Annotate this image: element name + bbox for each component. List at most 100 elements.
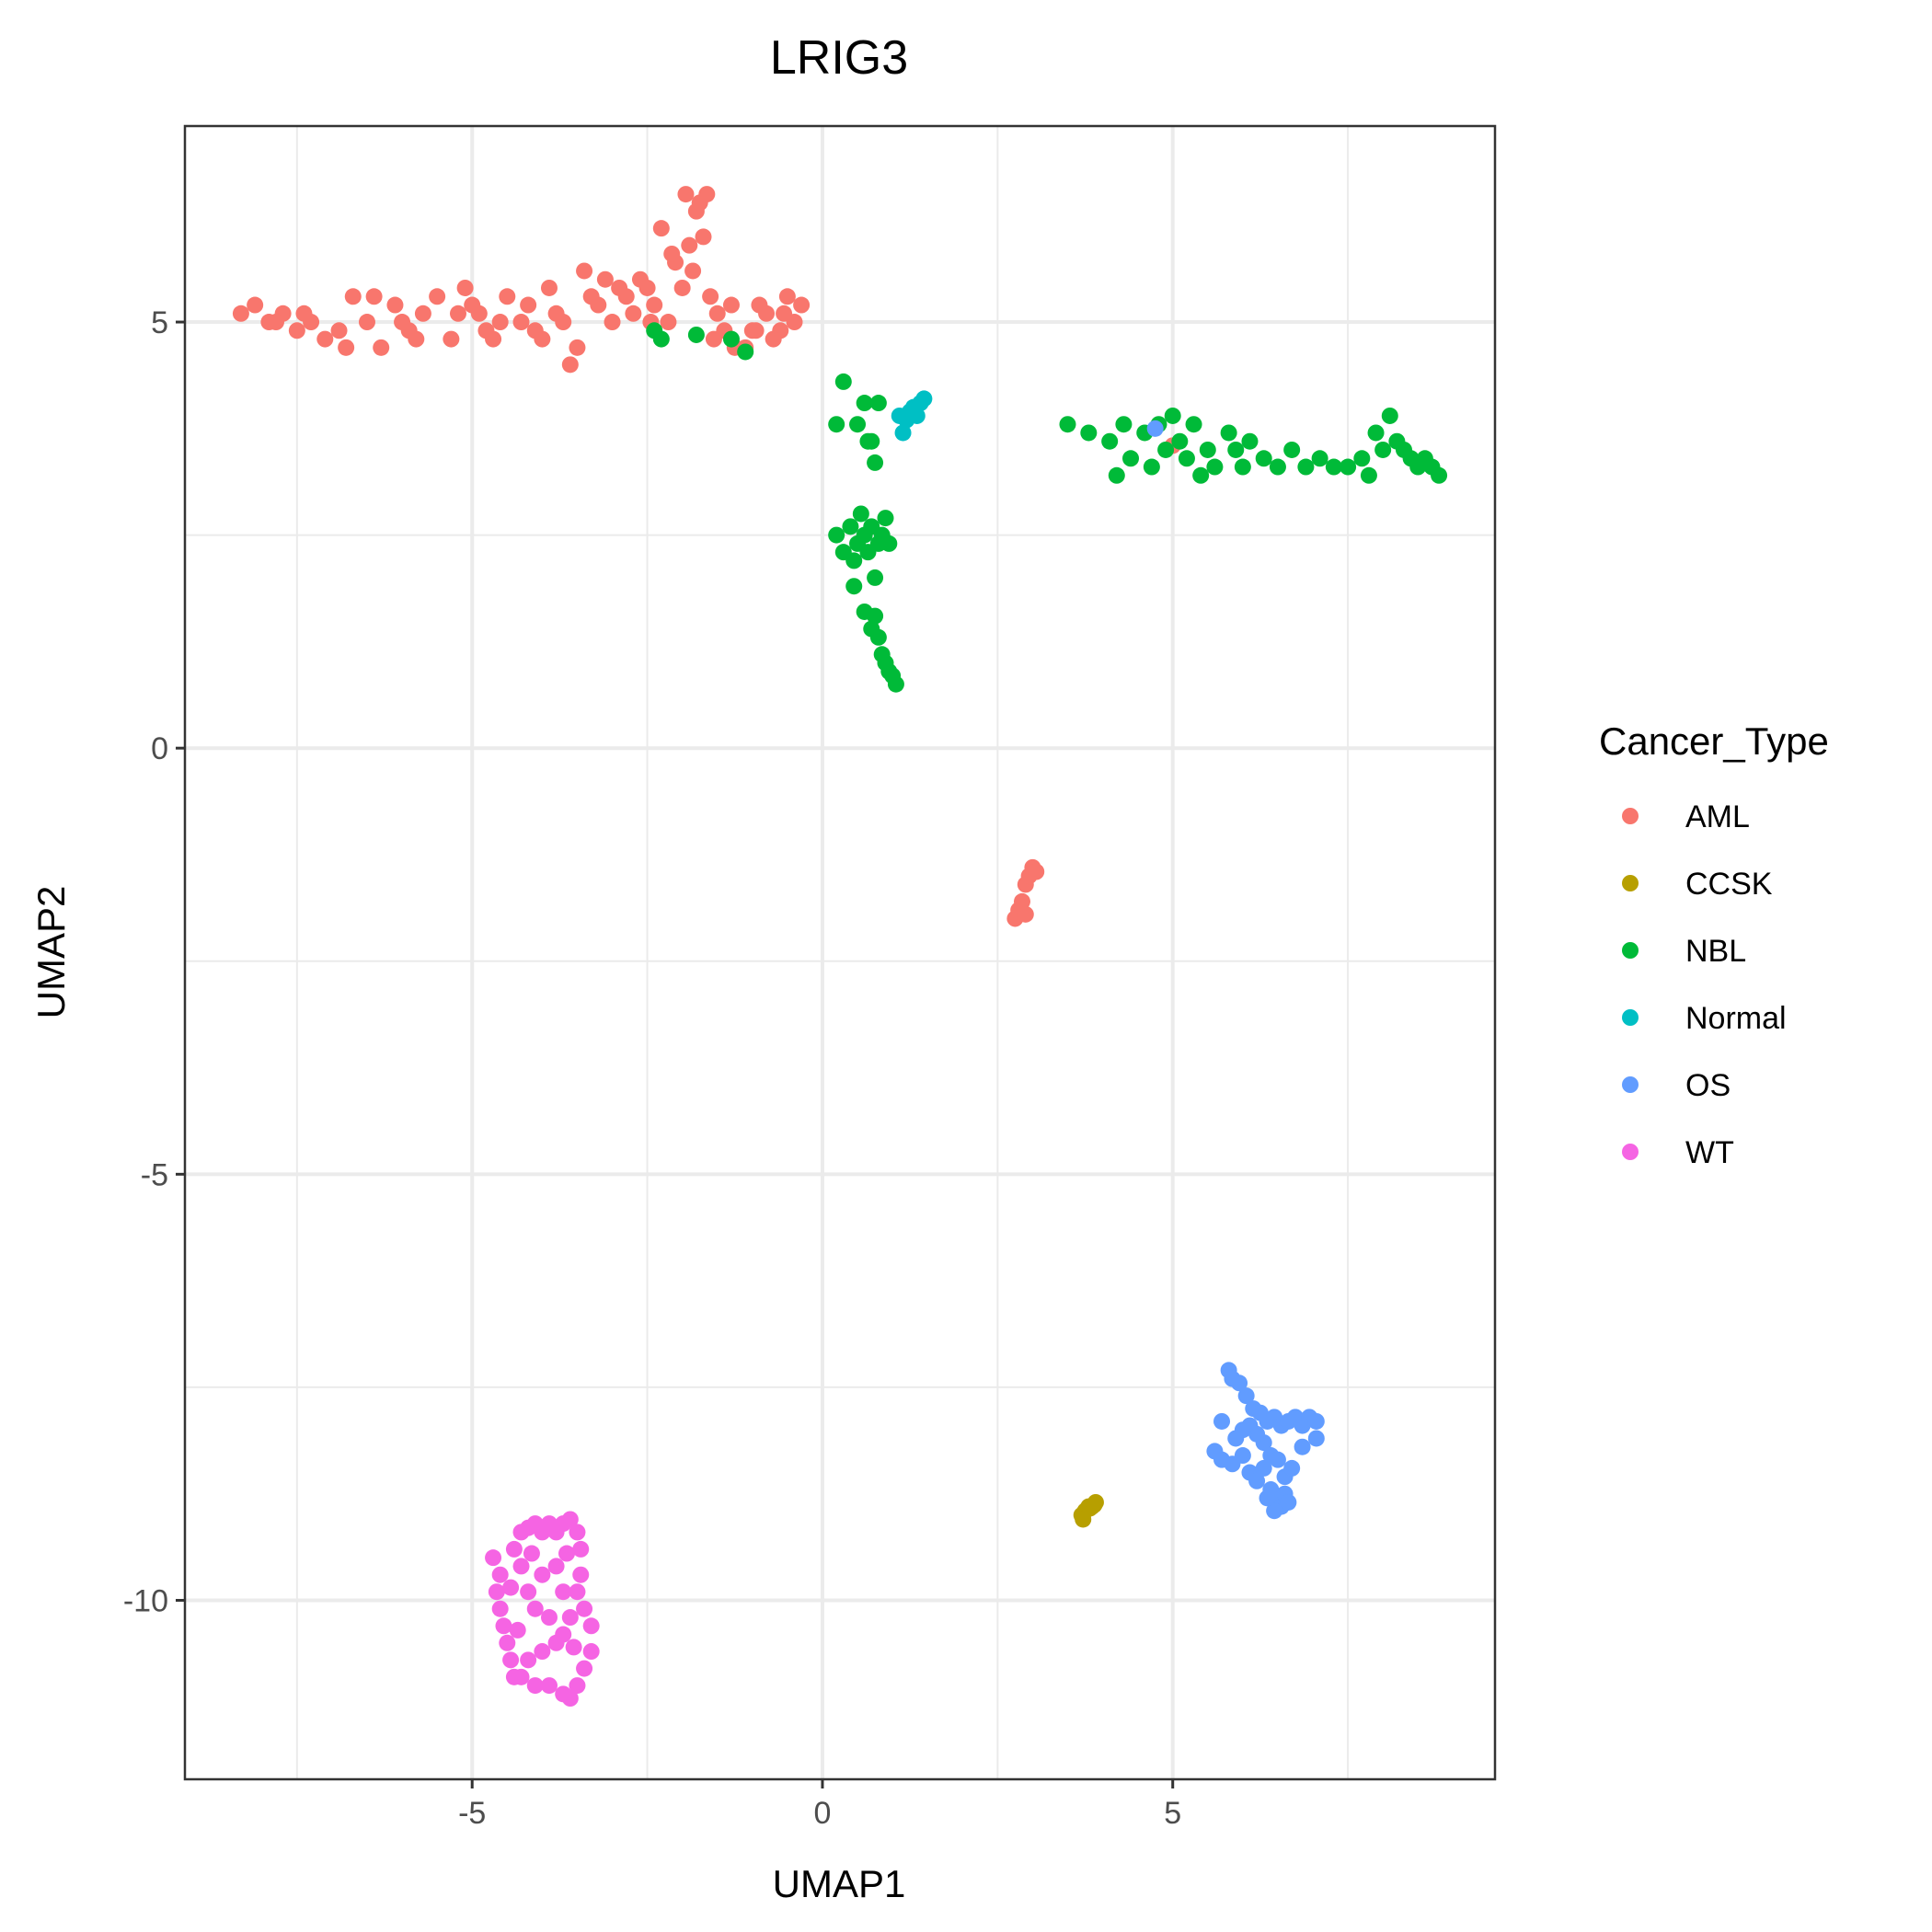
point-aml bbox=[477, 322, 495, 339]
legend-key-wt bbox=[1622, 1144, 1639, 1160]
point-aml bbox=[464, 296, 481, 314]
point-wt bbox=[569, 1524, 586, 1541]
point-aml bbox=[358, 314, 375, 331]
point-nbl bbox=[687, 326, 705, 343]
point-aml bbox=[344, 288, 362, 305]
point-wt bbox=[520, 1583, 537, 1601]
point-nbl bbox=[1122, 450, 1140, 467]
x-axis-ticks: -5 0 5 bbox=[458, 1779, 1181, 1831]
point-aml bbox=[673, 279, 691, 296]
point-nbl bbox=[877, 510, 894, 527]
point-nbl bbox=[1157, 441, 1175, 458]
point-wt bbox=[485, 1549, 502, 1567]
point-normal bbox=[915, 390, 933, 408]
point-nbl bbox=[1269, 458, 1286, 476]
point-aml bbox=[793, 296, 811, 314]
point-nbl bbox=[1115, 416, 1133, 433]
point-wt bbox=[491, 1600, 509, 1617]
point-normal bbox=[894, 424, 912, 442]
point-aml bbox=[604, 314, 621, 331]
point-aml bbox=[765, 330, 782, 348]
legend-key-nbl bbox=[1622, 942, 1639, 959]
point-wt bbox=[505, 1540, 523, 1558]
point-nbl bbox=[867, 454, 884, 471]
panel-border bbox=[183, 124, 1497, 1781]
point-aml bbox=[288, 322, 305, 339]
point-aml bbox=[576, 262, 593, 280]
point-os bbox=[1307, 1430, 1325, 1447]
point-nbl bbox=[1171, 432, 1189, 450]
point-aml bbox=[408, 330, 425, 348]
point-wt bbox=[555, 1626, 572, 1643]
point-nbl bbox=[828, 526, 845, 544]
point-os bbox=[1255, 1459, 1272, 1477]
legend: Cancer_Type AML CCSK NBL Normal OS WT bbox=[1599, 719, 1829, 1170]
point-os bbox=[1146, 420, 1164, 437]
point-nbl bbox=[737, 343, 754, 361]
point-wt bbox=[582, 1617, 600, 1635]
point-nbl bbox=[1080, 424, 1098, 442]
point-aml bbox=[663, 245, 681, 262]
point-nbl bbox=[1283, 441, 1301, 458]
point-aml bbox=[778, 288, 796, 305]
point-wt bbox=[520, 1651, 537, 1669]
point-aml bbox=[338, 339, 355, 356]
point-wt bbox=[523, 1545, 540, 1562]
point-aml bbox=[561, 356, 579, 374]
point-aml bbox=[596, 270, 614, 288]
point-aml bbox=[373, 339, 390, 356]
data-points bbox=[232, 186, 1448, 1708]
point-wt bbox=[540, 1609, 558, 1627]
point-nbl bbox=[1220, 424, 1237, 442]
point-aml bbox=[652, 220, 670, 237]
point-aml bbox=[534, 330, 551, 348]
point-wt bbox=[572, 1566, 590, 1583]
legend-label-ccsk: CCSK bbox=[1685, 867, 1773, 902]
point-os bbox=[1227, 1430, 1245, 1447]
point-nbl bbox=[1101, 432, 1119, 450]
point-aml bbox=[582, 288, 600, 305]
point-nbl bbox=[1353, 450, 1371, 467]
point-wt bbox=[561, 1609, 579, 1627]
point-aml bbox=[625, 305, 642, 322]
point-aml bbox=[330, 322, 348, 339]
point-os bbox=[1266, 1502, 1283, 1520]
point-aml bbox=[365, 288, 383, 305]
point-os bbox=[1237, 1387, 1255, 1405]
point-aml bbox=[547, 305, 565, 322]
y-tick-label: 0 bbox=[151, 731, 168, 766]
legend-items: AML CCSK NBL Normal OS WT bbox=[1622, 799, 1787, 1170]
y-tick-label: -10 bbox=[123, 1583, 168, 1618]
point-aml bbox=[705, 330, 722, 348]
point-nbl bbox=[722, 330, 740, 348]
legend-key-ccsk bbox=[1622, 875, 1639, 891]
point-nbl bbox=[856, 395, 873, 412]
point-nbl bbox=[880, 535, 898, 552]
point-nbl bbox=[845, 578, 863, 595]
point-wt bbox=[565, 1639, 582, 1656]
point-os bbox=[1269, 1451, 1286, 1468]
point-aml bbox=[708, 305, 726, 322]
point-aml bbox=[429, 288, 446, 305]
panel-background bbox=[185, 126, 1495, 1779]
point-aml bbox=[267, 314, 284, 331]
point-aml bbox=[681, 236, 698, 254]
point-nbl bbox=[1374, 441, 1392, 458]
point-nbl bbox=[859, 432, 877, 450]
point-nbl bbox=[867, 607, 884, 625]
point-wt bbox=[569, 1677, 586, 1695]
point-nbl bbox=[1178, 450, 1195, 467]
point-wt bbox=[534, 1566, 551, 1583]
point-aml bbox=[611, 279, 628, 296]
point-aml bbox=[747, 322, 765, 339]
legend-label-nbl: NBL bbox=[1685, 934, 1746, 969]
legend-label-aml: AML bbox=[1685, 799, 1750, 834]
point-nbl bbox=[1206, 458, 1224, 476]
point-os bbox=[1283, 1459, 1301, 1477]
point-wt bbox=[526, 1600, 544, 1617]
point-nbl bbox=[1185, 416, 1202, 433]
point-nbl bbox=[845, 552, 863, 569]
point-wt bbox=[499, 1634, 516, 1651]
point-nbl bbox=[1059, 416, 1076, 433]
point-aml bbox=[776, 305, 793, 322]
